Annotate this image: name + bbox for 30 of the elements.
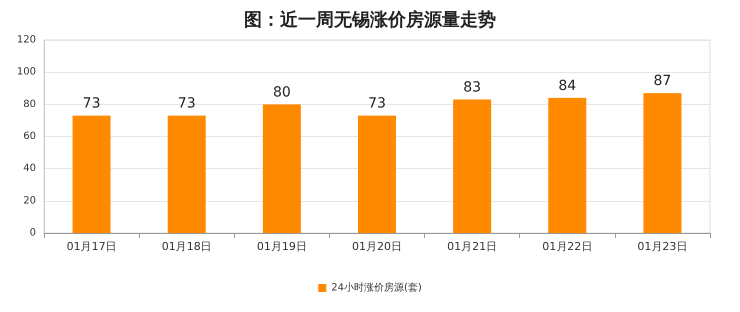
data-label: 84: [558, 78, 576, 94]
y-tick-label: 60: [23, 131, 36, 142]
data-label: 83: [463, 80, 482, 96]
x-tick-label: 01月18日: [162, 240, 212, 253]
bar: [358, 116, 396, 233]
legend-label: 24小时涨价房源(套): [331, 282, 422, 294]
data-label: 87: [654, 73, 672, 90]
bar: [643, 93, 682, 233]
bar: [168, 116, 206, 233]
x-tick-label: 01月23日: [637, 240, 688, 253]
x-tick-label: 01月19日: [256, 240, 307, 253]
data-label: 73: [82, 96, 100, 112]
x-tick-label: 01月17日: [66, 240, 117, 253]
y-tick-label: 40: [23, 163, 36, 174]
data-label: 73: [368, 96, 386, 112]
y-tick-label: 100: [16, 66, 36, 78]
bar: [72, 116, 111, 233]
bar: [548, 98, 586, 233]
y-tick-label: 120: [16, 34, 36, 46]
y-tick-label: 0: [30, 228, 36, 238]
y-tick-label: 80: [23, 98, 36, 110]
data-label: 73: [178, 96, 196, 112]
x-tick-label: 01月22日: [542, 240, 592, 253]
x-tick-label: 01月20日: [352, 240, 402, 253]
chart-title: 图：近一周无锡涨价房源量走势: [244, 10, 496, 30]
y-tick-label: 20: [23, 195, 36, 206]
bar: [262, 104, 301, 233]
data-label: 80: [272, 84, 291, 100]
x-tick-label: 01月21日: [447, 240, 498, 253]
bar: [453, 100, 492, 233]
